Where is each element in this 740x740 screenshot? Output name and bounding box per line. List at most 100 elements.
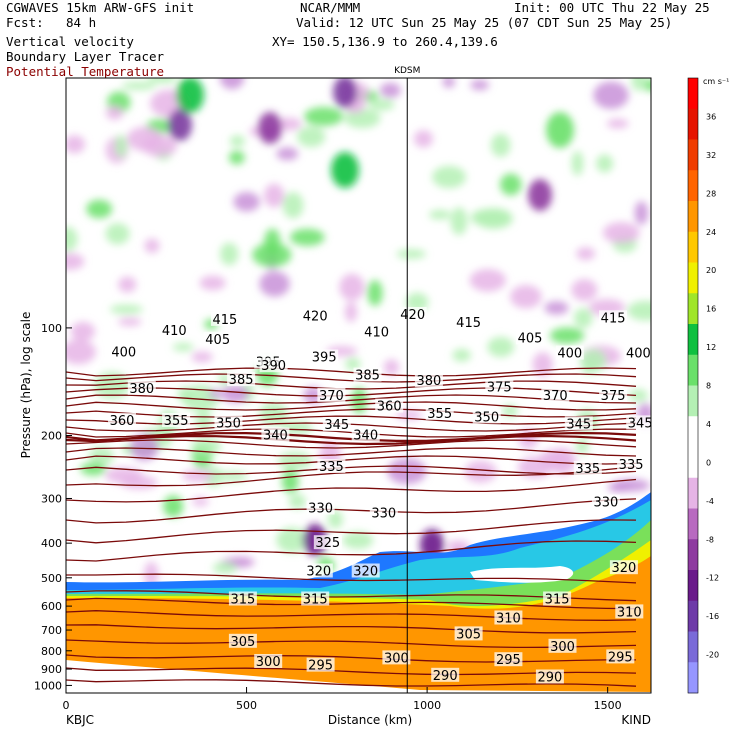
theta-label-bg: [306, 657, 335, 672]
velocity-blob: [339, 273, 365, 301]
velocity-blob: [264, 183, 285, 208]
theta-label-bg: [431, 667, 460, 682]
theta-contour: [66, 394, 637, 404]
field-vertical-velocity: Vertical velocity: [6, 34, 134, 49]
velocity-blob: [281, 469, 299, 494]
y-tick-label: 200: [41, 430, 62, 443]
theta-label: 415: [456, 316, 481, 331]
theta-label-bg: [624, 345, 653, 360]
velocity-blob: [181, 469, 214, 482]
theta-label-bg: [398, 307, 427, 321]
theta-label: 315: [545, 593, 570, 608]
velocity-blob: [327, 510, 343, 529]
theta-label-bg: [454, 315, 483, 330]
velocity-blob: [147, 78, 177, 84]
velocity-blob: [105, 223, 130, 245]
colorbar-swatch: [688, 231, 698, 263]
theta-label: 375: [601, 389, 626, 404]
velocity-blob: [345, 357, 361, 371]
theta-label: 370: [319, 389, 344, 404]
velocity-blob: [228, 150, 245, 165]
theta-label-bg: [214, 415, 243, 430]
colorbar-unit: cm s⁻¹: [703, 77, 729, 86]
theta-contour: [66, 540, 637, 562]
colorbar-tick-label: -12: [706, 574, 719, 583]
theta-label-bg: [227, 372, 256, 387]
colorbar-swatch: [688, 631, 698, 663]
theta-label: 305: [456, 627, 481, 642]
velocity-blob: [344, 301, 358, 323]
theta-contour: [66, 624, 637, 634]
velocity-blob: [502, 404, 518, 418]
theta-label-bg: [317, 459, 346, 473]
colorbar-tick-label: 36: [706, 112, 716, 121]
theta-label: 330: [308, 502, 333, 517]
theta-label-bg: [369, 505, 398, 520]
colorbar-tick-label: -4: [706, 497, 714, 506]
velocity-blob: [66, 253, 85, 270]
theta-label: 395: [312, 351, 337, 366]
theta-label-bg: [414, 373, 443, 388]
colorbar-tick-label: -8: [706, 535, 714, 544]
colorbar-tick-label: 24: [706, 228, 716, 237]
theta-label: 330: [593, 496, 618, 511]
colorbar-swatch: [688, 600, 698, 632]
velocity-blob: [142, 135, 178, 157]
theta-label-bg: [228, 591, 257, 606]
velocity-blob: [575, 438, 589, 454]
updraft-blob: [546, 112, 574, 148]
theta-label-bg: [555, 345, 584, 360]
theta-label-bg: [548, 638, 577, 653]
velocity-blob: [573, 308, 593, 329]
theta-label-bg: [591, 494, 620, 509]
velocity-blob: [304, 107, 344, 126]
x-axis-label: Distance (km): [328, 713, 412, 727]
theta-contour: [66, 654, 636, 663]
colorbar-swatch: [688, 139, 698, 171]
theta-label: 385: [355, 369, 380, 384]
theta-label-bg: [254, 654, 283, 668]
velocity-blob: [86, 199, 113, 219]
y-tick-label: 400: [41, 537, 62, 550]
velocity-blob: [383, 359, 400, 376]
velocity-blob: [172, 342, 194, 352]
x-tick-label: 500: [236, 699, 257, 712]
theta-label: 320: [611, 561, 636, 576]
theta-label-bg: [317, 387, 346, 402]
velocity-blob: [109, 304, 143, 314]
theta-label-bg: [535, 669, 564, 684]
theta-label: 325: [315, 536, 340, 551]
velocity-blob: [195, 411, 212, 431]
theta-label: 320: [353, 565, 378, 580]
colorbar-tick-label: -20: [706, 651, 719, 660]
theta-label: 290: [433, 669, 458, 684]
theta-label: 335: [319, 460, 344, 475]
theta-contour: [66, 387, 637, 397]
theta-label: 315: [303, 593, 328, 608]
velocity-blob: [442, 78, 456, 88]
velocity-blob: [627, 300, 651, 321]
theta-label: 355: [164, 414, 189, 429]
theta-label: 330: [371, 506, 396, 521]
velocity-blob: [612, 479, 651, 492]
velocity-blob: [500, 173, 522, 196]
theta-contour: [66, 590, 637, 602]
theta-label-bg: [599, 387, 628, 402]
colorbar-swatch: [688, 293, 698, 325]
velocity-blob: [212, 562, 238, 574]
theta-label-bg: [109, 344, 138, 359]
velocity-blob: [208, 389, 225, 399]
velocity-blob: [464, 460, 497, 483]
velocity-blob: [118, 317, 142, 326]
right-station-label: KIND: [621, 713, 651, 727]
theta-label: 405: [205, 333, 230, 348]
theta-label: 340: [353, 429, 378, 444]
y-tick-label: 300: [41, 492, 62, 505]
theta-contour: [66, 478, 637, 503]
velocity-blob: [289, 228, 325, 246]
velocity-blob: [544, 301, 569, 315]
theta-label: 310: [617, 605, 642, 620]
theta-label-bg: [543, 591, 572, 606]
velocity-blob: [549, 327, 585, 344]
velocity-blob: [628, 389, 648, 402]
